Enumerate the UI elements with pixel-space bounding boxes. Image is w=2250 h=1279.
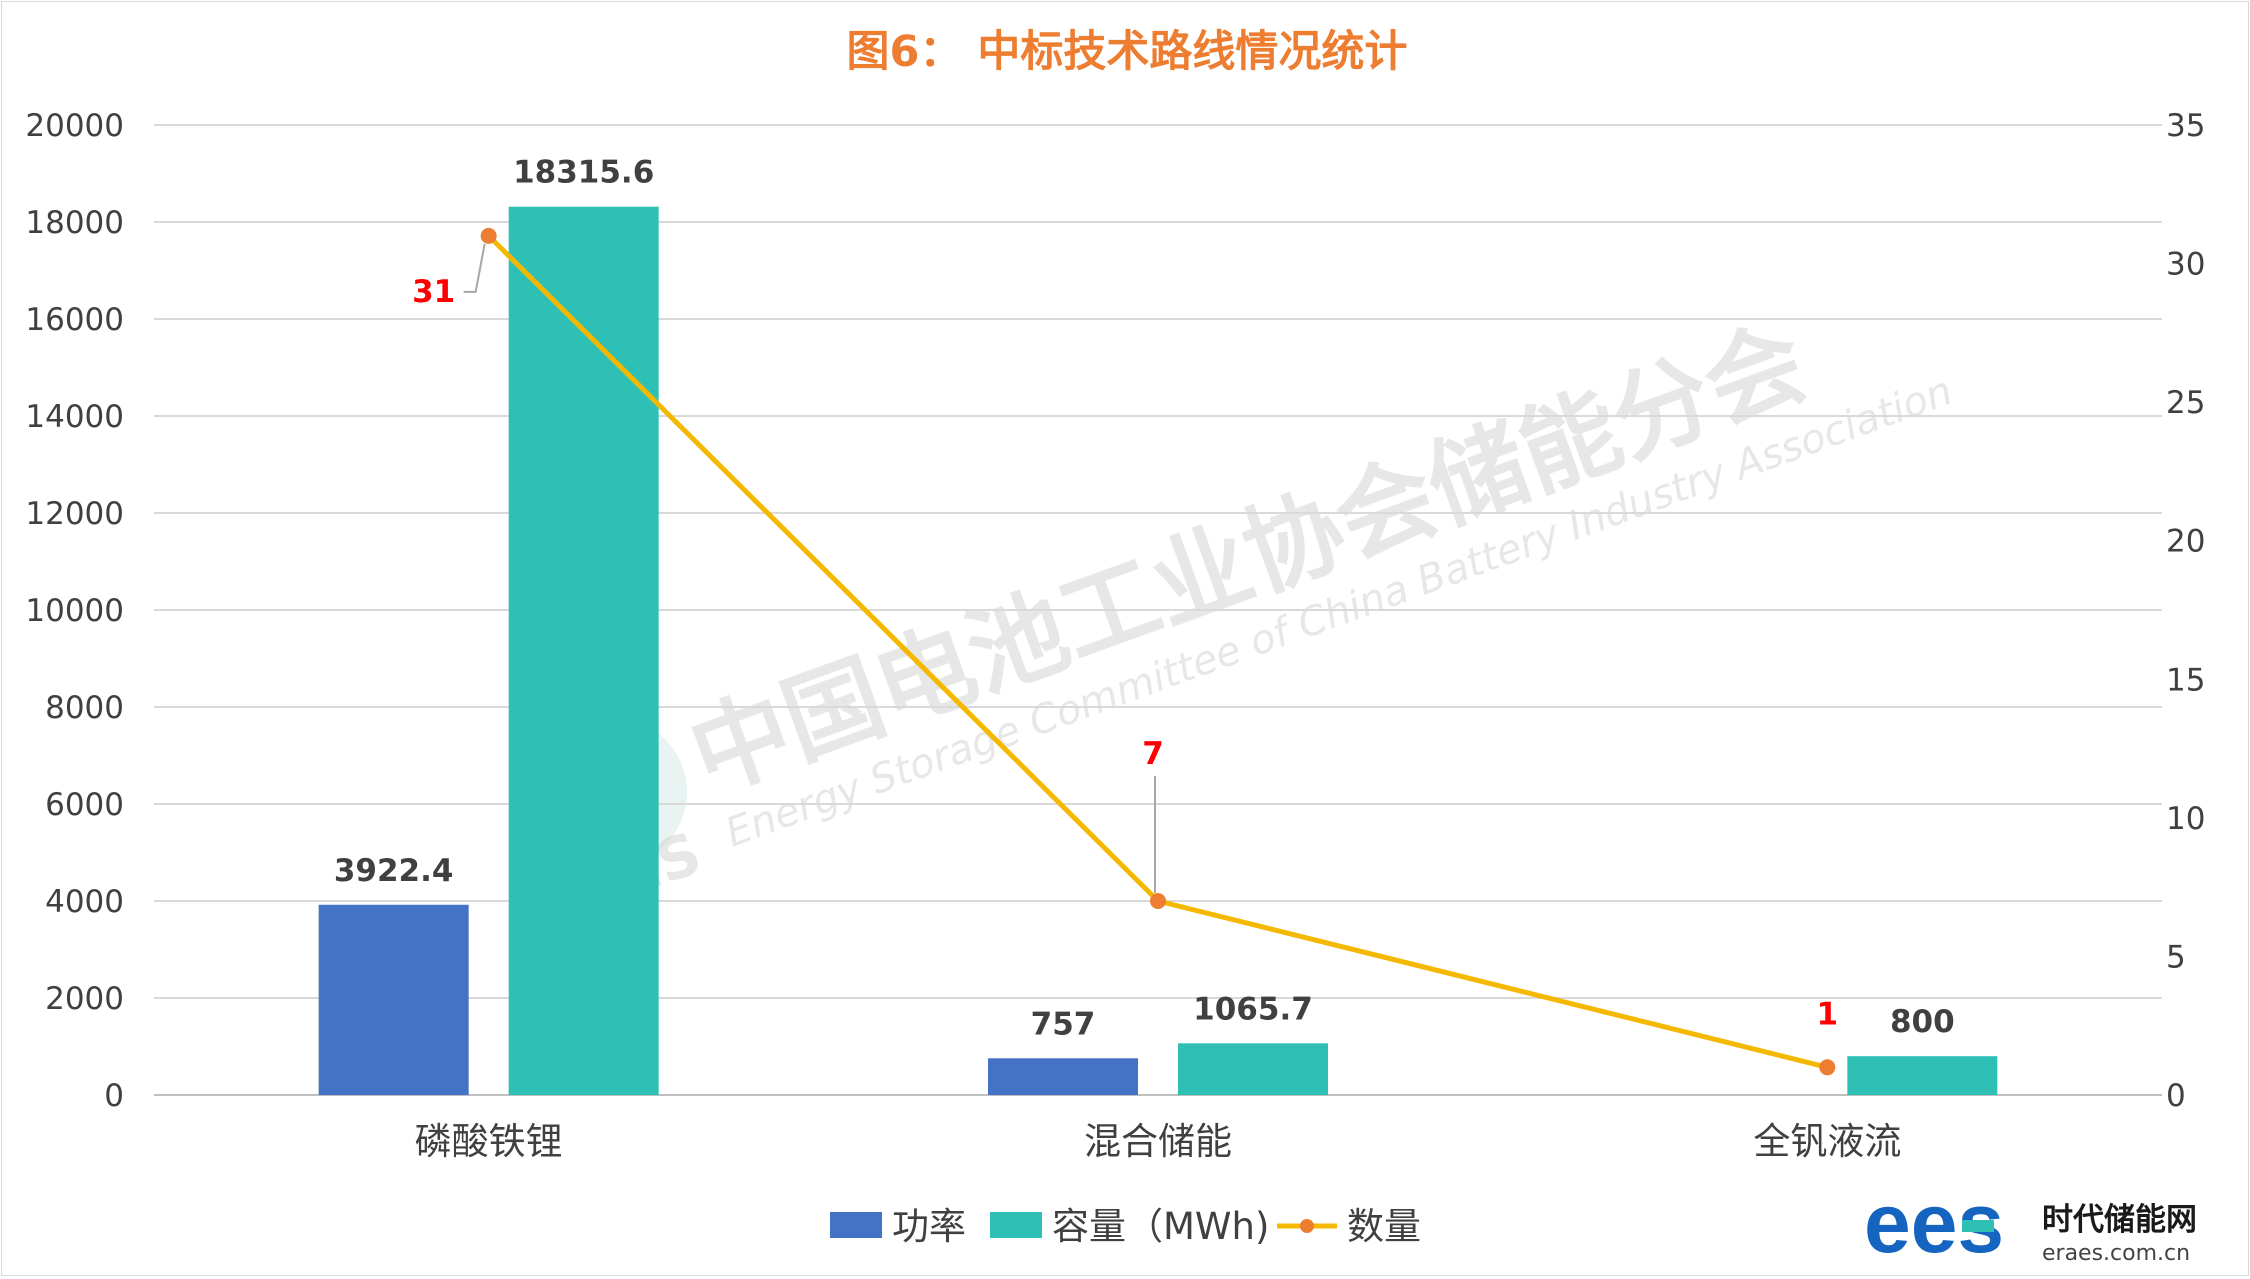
y-tick-label: 2000 xyxy=(45,981,124,1017)
y-tick-label: 14000 xyxy=(25,399,124,435)
leader-line xyxy=(463,243,486,293)
bar xyxy=(988,1058,1138,1095)
y2-tick-label: 10 xyxy=(2166,801,2205,837)
y-axis-right: 0 5 10 15 20 25 30 35 xyxy=(2166,108,2205,1114)
y-tick-label: 16000 xyxy=(25,302,124,338)
bar-data-label: 18315.6 xyxy=(513,155,654,191)
chart-title: 图6： 中标技术路线情况统计 xyxy=(847,27,1408,77)
legend-label-capacity: 容量（MWh) xyxy=(1052,1205,1269,1248)
y2-tick-label: 20 xyxy=(2166,524,2205,560)
bar-data-label: 757 xyxy=(1031,1006,1096,1042)
y2-tick-label: 35 xyxy=(2166,108,2205,144)
x-axis: 磷酸铁锂 混合储能 全钒液流 xyxy=(415,1120,1902,1163)
watermark: 中国电池工业协会储能分会 Energy Storage Committee of… xyxy=(529,305,1959,940)
brand-url: eraes.com.cn xyxy=(2042,1241,2190,1266)
y-tick-label: 12000 xyxy=(25,496,124,532)
legend-label-count: 数量 xyxy=(1347,1205,1421,1248)
y-tick-label: 18000 xyxy=(25,205,124,241)
bar-data-label: 3922.4 xyxy=(334,853,454,889)
watermark-cn: 中国电池工业协会储能分会 xyxy=(676,305,1820,814)
line-point xyxy=(480,227,497,244)
bar-data-label: 800 xyxy=(1890,1004,1955,1040)
line-data-label: 1 xyxy=(1817,996,1839,1032)
y2-tick-label: 30 xyxy=(2166,247,2205,283)
y-tick-label: 6000 xyxy=(45,787,124,823)
x-tick-label: 磷酸铁锂 xyxy=(415,1120,563,1163)
x-tick-label: 全钒液流 xyxy=(1753,1120,1901,1163)
y2-tick-label: 0 xyxy=(2166,1078,2186,1114)
bar xyxy=(508,206,659,1095)
y-tick-label: 8000 xyxy=(45,690,124,726)
bars-layer: 3922.4 18315.6 757 1065.7 800 xyxy=(318,155,1998,1095)
bar xyxy=(1178,1043,1328,1095)
legend-label-power: 功率 xyxy=(892,1205,966,1248)
brand-accent-icon xyxy=(1962,1220,1994,1232)
brand-name: 时代储能网 xyxy=(2042,1202,2197,1238)
y2-tick-label: 25 xyxy=(2166,385,2205,421)
watermark-en: Energy Storage Committee of China Batter… xyxy=(720,368,1959,856)
y2-tick-label: 15 xyxy=(2166,662,2205,698)
bar-data-label: 1065.7 xyxy=(1193,991,1313,1027)
legend-swatch-power xyxy=(830,1212,882,1238)
y2-tick-label: 5 xyxy=(2166,939,2186,975)
y-tick-label: 10000 xyxy=(25,593,124,629)
x-tick-label: 混合储能 xyxy=(1084,1120,1232,1163)
bar xyxy=(1847,1056,1998,1095)
line-data-label: 31 xyxy=(412,274,455,310)
y-axis-left: 0 2000 4000 6000 8000 10000 12000 14000 16000 180… xyxy=(25,108,124,1114)
line-point xyxy=(1819,1059,1836,1076)
bar xyxy=(318,904,469,1095)
y-tick-label: 0 xyxy=(104,1078,124,1114)
brand-logo: ees 时代储能网 eraes.com.cn xyxy=(1864,1176,2197,1270)
y-tick-label: 20000 xyxy=(25,108,124,144)
legend-marker-count xyxy=(1300,1219,1314,1233)
line-point xyxy=(1150,893,1166,909)
legend: 功率 容量（MWh) 数量 xyxy=(830,1205,1421,1248)
line-layer: 31 7 1 xyxy=(412,227,1839,1076)
line-data-label: 7 xyxy=(1142,736,1164,772)
legend-swatch-capacity xyxy=(990,1212,1042,1238)
y-tick-label: 4000 xyxy=(45,884,124,920)
gridlines xyxy=(154,124,2162,1096)
